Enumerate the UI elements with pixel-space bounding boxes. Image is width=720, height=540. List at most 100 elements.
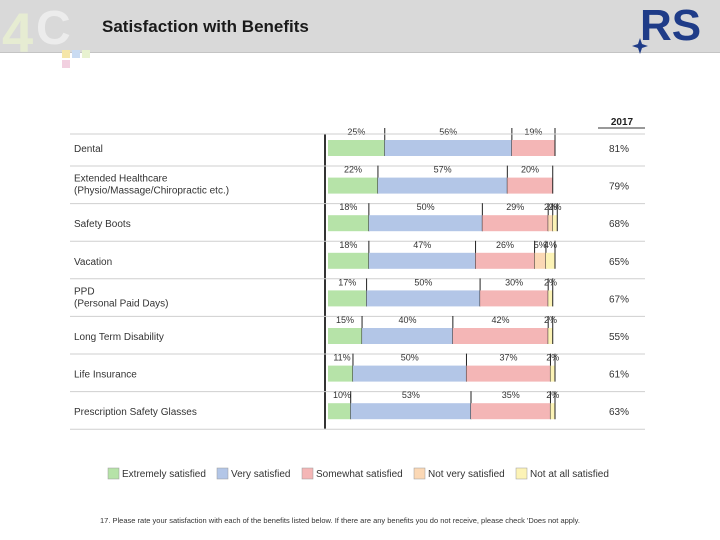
data-label: 22% [344, 165, 362, 175]
data-label: 50% [414, 277, 432, 287]
data-label: 17% [338, 277, 356, 287]
legend-label: Not at all satisfied [530, 469, 609, 480]
data-label: 5% [534, 240, 547, 250]
legend-label: Somewhat satisfied [316, 469, 403, 480]
bar-segment [548, 215, 553, 232]
data-label: 4% [544, 240, 557, 250]
bar-segment [368, 252, 476, 269]
bar-segment [328, 140, 385, 156]
bar-segment [328, 252, 369, 269]
bar-segment [366, 290, 481, 307]
footnote: 17. Please rate your satisfaction with e… [100, 516, 580, 525]
brand-logo-text: RS [640, 1, 701, 50]
bar-segment [545, 252, 555, 269]
legend-swatch [413, 467, 426, 480]
star-icon [632, 38, 648, 54]
bar-segment [475, 252, 535, 269]
data-label: 10% [333, 390, 351, 400]
bar-segment [511, 140, 555, 156]
bar-segment [482, 215, 549, 232]
legend-swatch [107, 467, 120, 480]
bar-segment [328, 365, 353, 382]
data-label: 35% [502, 390, 520, 400]
bar-segment [328, 177, 378, 194]
legend-label: Very satisfied [231, 469, 290, 480]
legend-swatch [515, 467, 528, 480]
total-label: 68% [609, 219, 629, 230]
total-label: 55% [609, 332, 629, 343]
bar-segment [328, 215, 369, 232]
legend-swatch [301, 467, 314, 480]
bar-segment [452, 328, 549, 344]
category-label: Vacation [74, 257, 112, 268]
data-label: 2% [544, 277, 557, 287]
bar-segment [534, 252, 546, 269]
bar-segment [552, 215, 558, 232]
bar-segment [328, 290, 367, 307]
data-label: 2% [544, 202, 557, 212]
svg-text:C: C [36, 2, 71, 55]
category-label: Safety Boots [74, 219, 131, 230]
bar-segment [507, 177, 553, 194]
bar-segment [548, 328, 553, 344]
header-bar [0, 0, 720, 53]
data-label: 50% [417, 202, 435, 212]
bar-segment [548, 290, 553, 307]
bar-segment [384, 140, 512, 156]
bar-segment [377, 177, 508, 194]
data-label: 19% [524, 127, 542, 137]
data-label: 40% [398, 315, 416, 325]
data-label: 2% [548, 202, 561, 212]
total-label: 79% [609, 182, 629, 193]
legend-label: Extremely satisfied [122, 469, 206, 480]
data-label: 11% [333, 353, 350, 363]
company-logo-4c: 4 C [2, 1, 90, 68]
bar-segment [352, 365, 467, 382]
data-label: 2% [544, 315, 557, 325]
total-label: 65% [609, 257, 629, 268]
category-label: Dental [74, 144, 103, 155]
column-header: 2017 [611, 117, 634, 128]
data-label: 37% [499, 353, 517, 363]
total-label: 81% [609, 144, 629, 155]
category-label: PPD (Personal Paid Days) [74, 286, 168, 309]
bar-segment [550, 365, 555, 382]
data-label: 53% [402, 390, 420, 400]
page-title: Satisfaction with Benefits [102, 17, 309, 36]
bar-segment [362, 328, 453, 344]
category-label: Prescription Safety Glasses [74, 407, 197, 418]
data-label: 18% [339, 240, 357, 250]
data-label: 42% [492, 315, 510, 325]
data-label: 30% [505, 277, 523, 287]
data-label: 20% [521, 165, 539, 175]
brand-logo: RS [632, 1, 701, 54]
data-label: 2% [546, 390, 559, 400]
bar-segment [350, 403, 472, 420]
data-label: 26% [496, 240, 514, 250]
bar-segment [328, 403, 351, 420]
legend-swatch [216, 467, 229, 480]
data-label: 57% [434, 165, 452, 175]
data-label: 2% [546, 353, 559, 363]
data-label: 15% [336, 315, 354, 325]
category-label: Life Insurance [74, 370, 137, 381]
data-label: 56% [439, 127, 457, 137]
bar-segment [368, 215, 483, 232]
data-label: 25% [347, 127, 365, 137]
data-label: 18% [339, 202, 357, 212]
data-label: 47% [413, 240, 431, 250]
bar-segment [466, 365, 551, 382]
bar-segment [471, 403, 551, 420]
bar-segment [480, 290, 549, 307]
legend-label: Not very satisfied [428, 469, 505, 480]
category-label: Extended Healthcare (Physio/Massage/Chiro… [74, 174, 229, 197]
data-label: 50% [401, 353, 419, 363]
data-label: 29% [506, 202, 524, 212]
category-label: Long Term Disability [74, 332, 164, 343]
total-label: 61% [609, 370, 629, 381]
bar-segment [550, 403, 555, 420]
total-label: 63% [609, 407, 629, 418]
svg-text:4: 4 [2, 1, 33, 64]
total-label: 67% [609, 294, 629, 305]
